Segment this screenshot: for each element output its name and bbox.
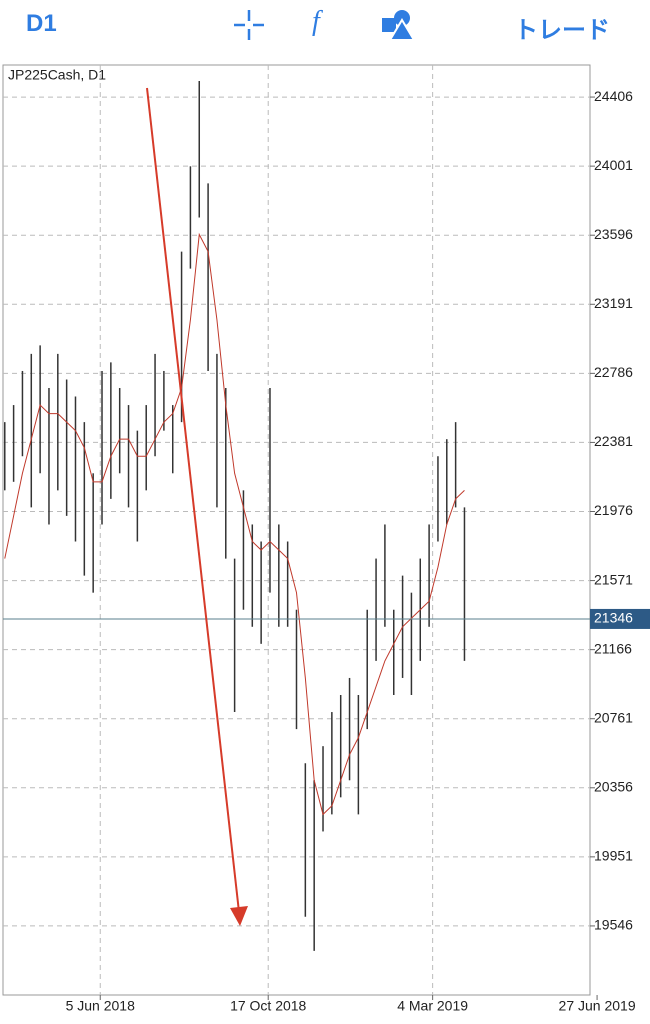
timeframe-button[interactable]: D1 — [26, 10, 57, 37]
y-tick-label: 20356 — [594, 778, 633, 794]
toolbar: D1 f トレード — [0, 0, 650, 50]
arrow-head — [230, 906, 248, 926]
current-price-label: 21346 — [594, 610, 633, 626]
y-tick-label: 19546 — [594, 917, 633, 933]
y-tick-label: 19951 — [594, 848, 633, 864]
chart-title: JP225Cash, D1 — [8, 67, 106, 83]
crosshair-icon[interactable] — [232, 8, 266, 42]
trend-arrow — [146, 87, 240, 913]
y-tick-label: 21976 — [594, 502, 633, 518]
y-tick-label: 24406 — [594, 88, 633, 104]
x-tick-label: 27 Jun 2019 — [559, 998, 636, 1014]
trade-button[interactable]: トレード — [514, 17, 610, 44]
x-tick-label: 5 Jun 2018 — [66, 998, 135, 1014]
y-tick-label: 21166 — [594, 640, 632, 656]
x-tick-label: 4 Mar 2019 — [397, 998, 468, 1014]
y-tick-label: 22381 — [594, 433, 633, 449]
current-price-box — [590, 608, 650, 629]
y-tick-label: 23596 — [594, 226, 633, 242]
y-tick-label: 24001 — [594, 157, 633, 173]
indicator-button[interactable]: f — [312, 6, 320, 37]
y-tick-label: 20761 — [594, 709, 633, 725]
y-tick-label: 21571 — [594, 571, 633, 587]
objects-icon[interactable] — [380, 6, 416, 42]
moving-average — [4, 232, 465, 816]
y-tick-label: 23191 — [594, 295, 633, 311]
y-tick-label: 22786 — [594, 364, 633, 380]
plot-frame — [2, 64, 591, 996]
x-tick-label: 17 Oct 2018 — [230, 998, 306, 1014]
